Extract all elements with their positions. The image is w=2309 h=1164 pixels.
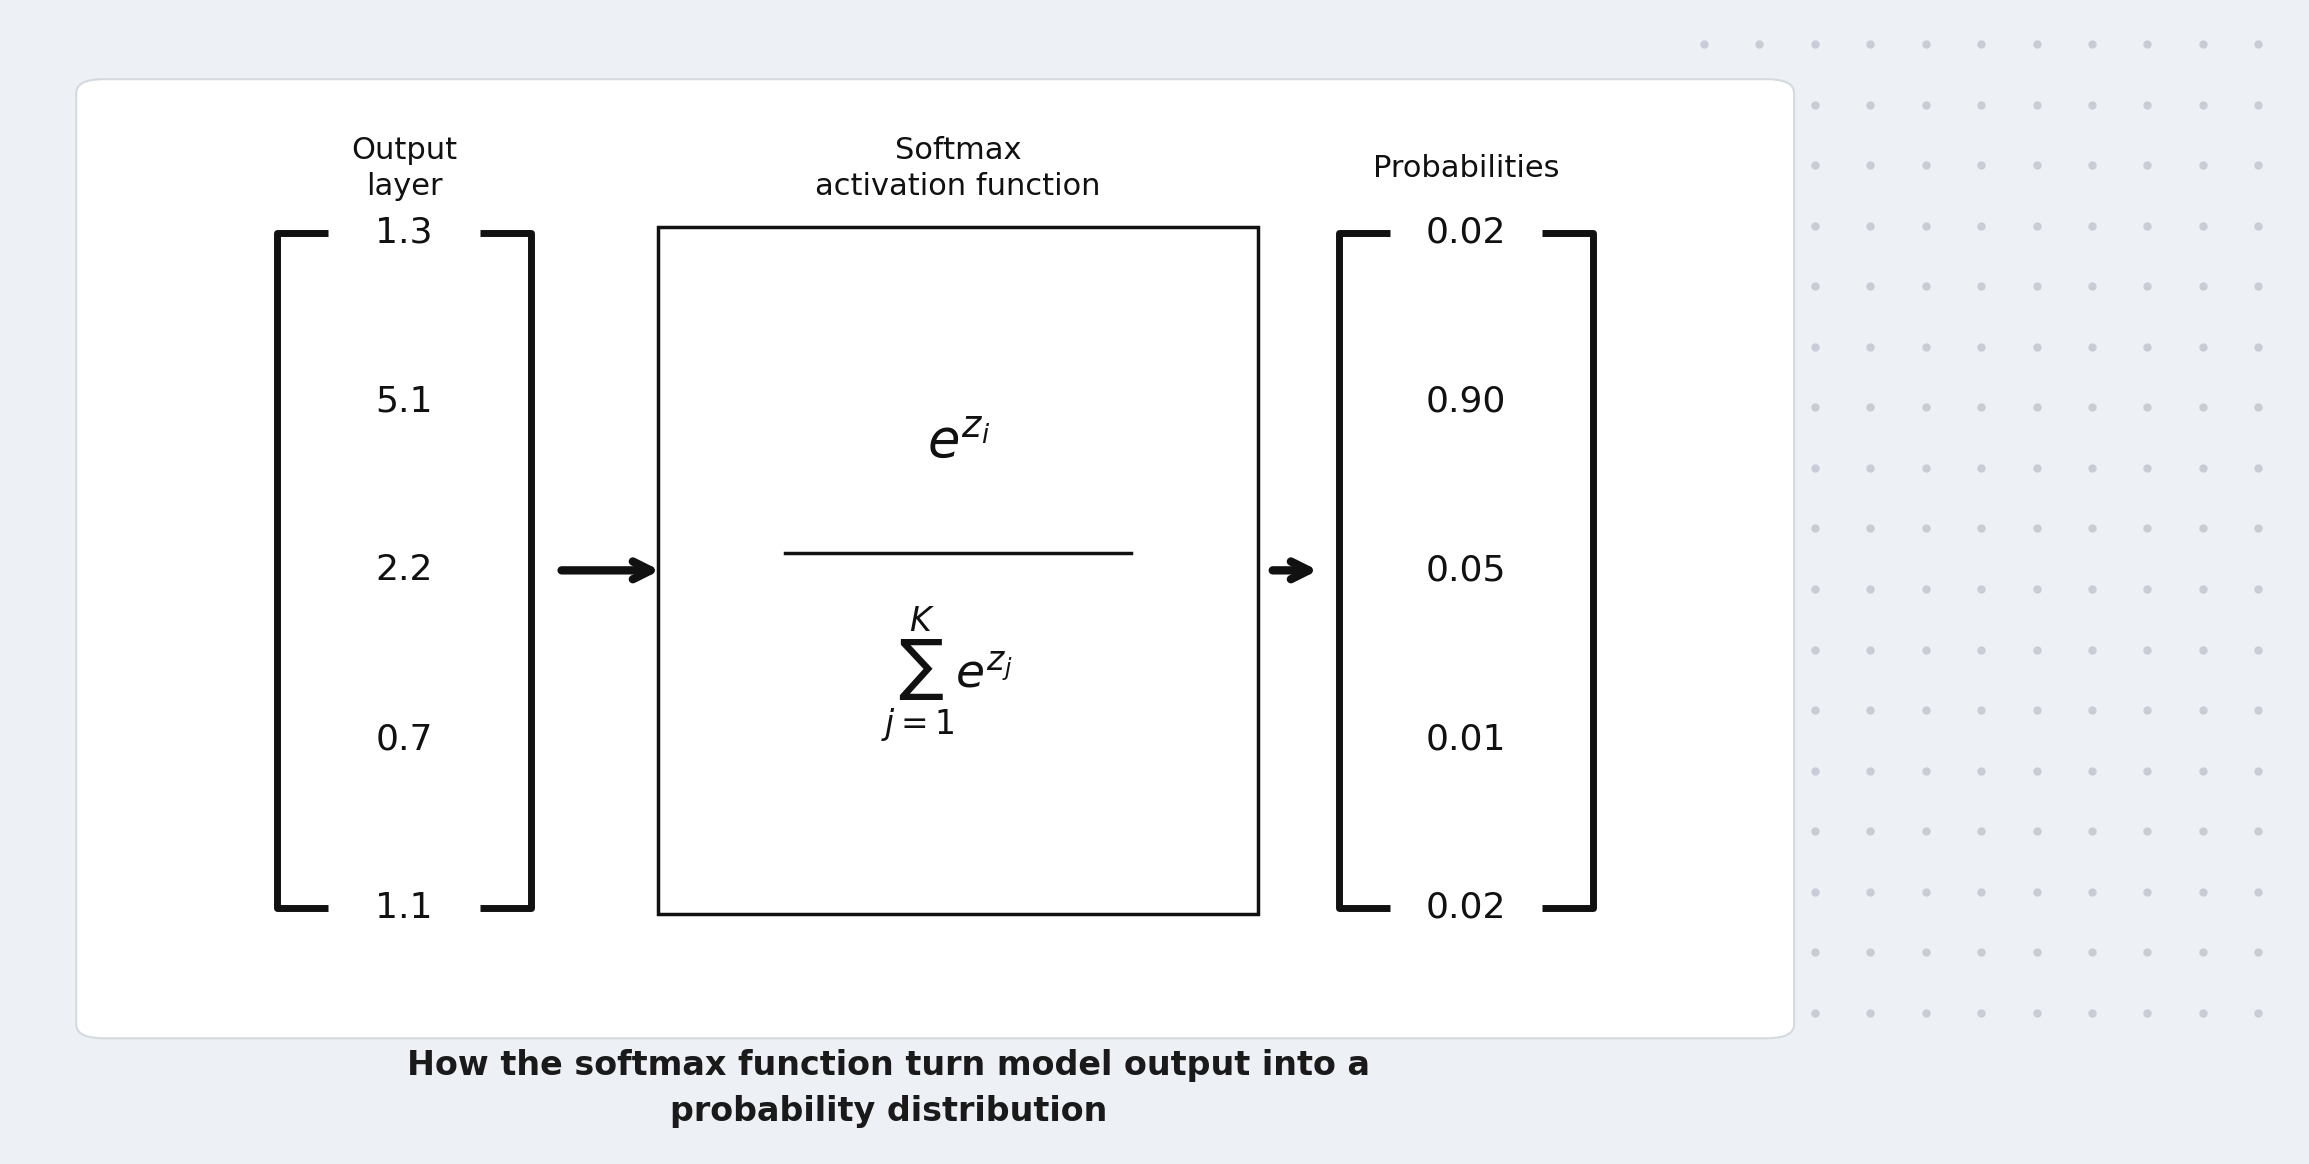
- Text: $e^{z_i}$: $e^{z_i}$: [926, 417, 991, 468]
- FancyBboxPatch shape: [76, 79, 1794, 1038]
- Bar: [658, 227, 1258, 914]
- Text: Softmax
activation function: Softmax activation function: [815, 136, 1101, 201]
- Text: $\sum_{j=1}^{K} e^{z_j}$: $\sum_{j=1}^{K} e^{z_j}$: [882, 605, 1011, 745]
- Text: How the softmax function turn model output into a
probability distribution: How the softmax function turn model outp…: [406, 1049, 1372, 1128]
- Text: 2.2: 2.2: [376, 553, 432, 588]
- Text: 0.05: 0.05: [1427, 553, 1505, 588]
- Text: 0.01: 0.01: [1427, 722, 1505, 757]
- Text: 0.02: 0.02: [1427, 215, 1505, 250]
- Text: 5.1: 5.1: [376, 384, 432, 419]
- Text: 1.3: 1.3: [376, 215, 432, 250]
- Text: 1.1: 1.1: [376, 890, 432, 925]
- Text: 0.90: 0.90: [1427, 384, 1505, 419]
- Text: Output
layer: Output layer: [351, 136, 457, 201]
- Text: 0.7: 0.7: [376, 722, 432, 757]
- Text: 0.02: 0.02: [1427, 890, 1505, 925]
- Text: Probabilities: Probabilities: [1374, 155, 1559, 183]
